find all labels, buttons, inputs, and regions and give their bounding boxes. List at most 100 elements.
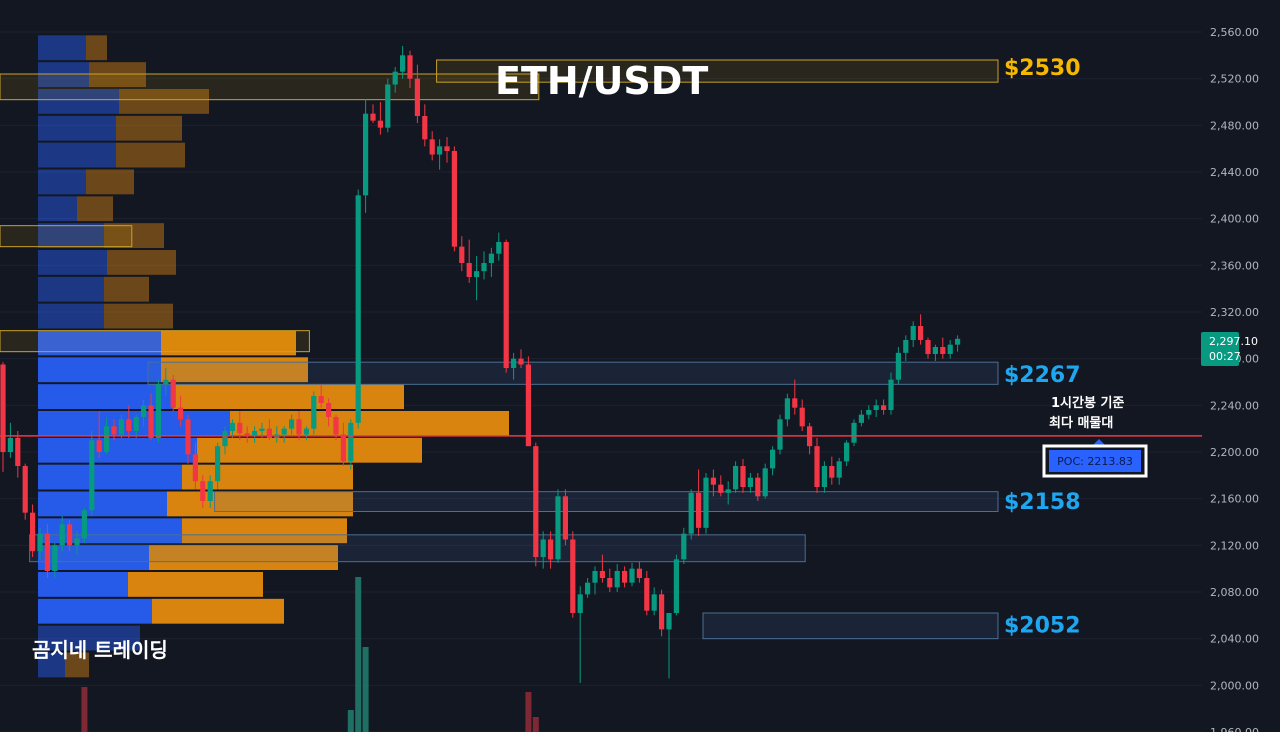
candle [22,463,28,520]
candle [503,239,509,373]
candle [59,516,65,552]
candle-body [881,405,887,410]
volume-profile-down-bar [167,491,353,517]
candle-body [858,414,864,423]
candle [814,438,820,493]
candle [903,335,909,361]
candle-countdown-label: 00:27 [1209,350,1241,363]
candle [289,414,295,435]
candle-body [266,428,272,438]
candle [459,236,465,272]
candle-body [459,246,465,263]
candle [0,362,6,472]
candle [570,531,576,618]
volume-profile-down-bar [152,598,284,624]
candle-body [385,84,391,128]
zone-price-labels: $2530 $2267 $2158 $2052 [1004,56,1081,639]
candle-body [762,468,768,497]
candle-body [155,384,161,438]
candle-body [414,78,420,116]
candle-body [733,466,739,490]
candle-body [437,146,443,155]
candle [111,419,117,441]
candle-body [488,253,494,263]
candle-body [89,440,95,511]
candle-body [555,496,561,560]
candle-body [30,512,36,552]
zone-price-label: $2530 [1004,56,1081,81]
poc-label-frame [1042,444,1148,478]
candle-body [400,55,406,72]
y-tick-label: 2,200.00 [1210,446,1259,459]
candle [511,352,517,380]
y-tick-label: 2,080.00 [1210,586,1259,599]
candle [932,344,938,361]
candle-body [792,398,798,408]
candle-body [666,613,672,630]
poc-pointer-icon [1092,439,1106,446]
candle-body [340,434,346,462]
volume-profile-up-bar [38,437,197,463]
candle [792,379,798,415]
supply-zone [0,73,540,101]
candle [696,469,702,536]
candle-body [178,407,184,420]
candle [955,335,961,352]
candle [392,67,398,93]
candle [614,564,620,592]
volume-profile-up-bar [38,357,161,383]
candle [577,586,583,683]
volume-profile-down-bar [116,115,182,141]
volume-profile-up-bar [38,572,128,597]
candle [844,440,850,466]
candle [740,459,746,493]
candle-body [370,113,376,121]
candle-body [614,571,620,588]
candle-body [126,419,132,431]
volume-profile-down-bar [119,89,209,114]
candle [555,489,561,563]
candle [881,399,887,415]
candle [592,566,598,595]
volume-profile-down-bar [161,357,308,383]
candle [784,393,790,427]
candle [718,475,724,497]
candle [215,442,221,490]
candle-body [81,510,87,539]
candle [133,414,139,438]
candle [651,587,657,616]
candle-body [0,364,6,452]
candle-body [311,396,317,429]
y-tick-label: 2,120.00 [1210,539,1259,552]
candle [747,473,753,493]
candle [74,531,80,555]
candle [474,256,480,301]
y-tick-label: 2,400.00 [1210,213,1259,226]
candle [858,410,864,427]
candle-body [888,379,894,410]
candle-body [496,242,502,254]
candle-body [444,146,450,151]
volume-bar [532,717,539,732]
candle-body [777,419,783,450]
candle [81,508,87,543]
candle-body [229,422,235,431]
candle-body [710,477,716,485]
candle [355,189,361,429]
candle-body [540,539,546,557]
candle [622,566,628,588]
volume-profile-down-bar [149,545,338,570]
demand-zone [702,612,999,640]
candle-body [348,422,354,462]
candle-body [303,428,309,435]
volume-profile-down-bar [116,142,185,168]
price-axis[interactable]: 2,560.00 2,520.00 2,480.00 2,440.00 2,400.00… [1210,26,1259,732]
candle [644,571,650,616]
candle [518,349,524,368]
zone-price-label: $2267 [1004,363,1081,388]
candle-body [15,438,21,466]
candle-body [326,403,332,417]
annotation-line-2: 최다 매물대 [1049,415,1113,431]
candle [873,399,879,417]
